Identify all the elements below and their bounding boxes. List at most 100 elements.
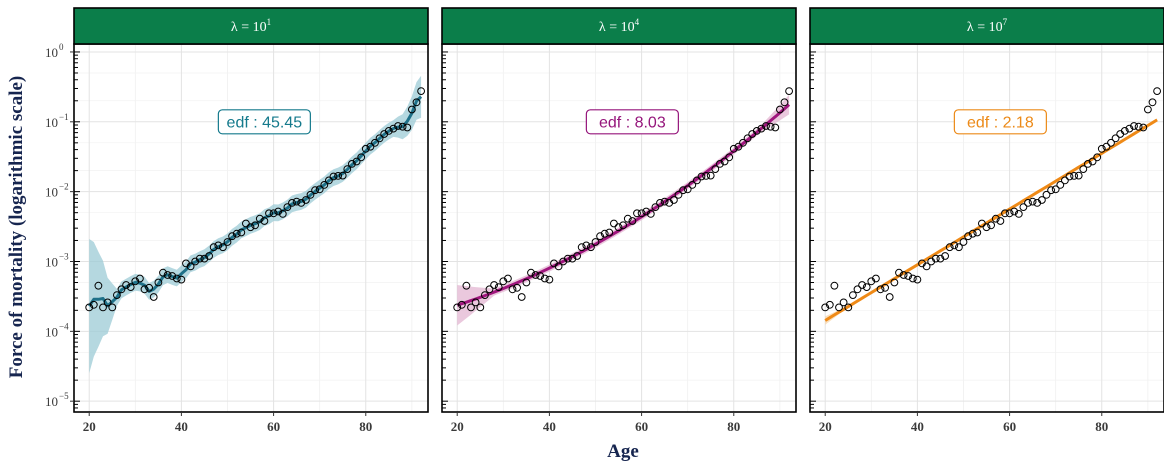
data-point: [858, 281, 866, 289]
data-point: [771, 123, 780, 132]
y-tick-exponent: −1: [59, 112, 69, 122]
facet-strip: [809, 7, 1164, 45]
data-point: [306, 190, 315, 199]
data-point: [315, 185, 324, 194]
x-tick-label: 40: [543, 419, 556, 434]
data-point: [1005, 209, 1014, 218]
data-point: [278, 210, 287, 218]
observed-points: [821, 87, 1161, 312]
facet-strip-label: λ = 104: [599, 17, 640, 35]
data-point: [839, 298, 848, 307]
data-point: [1093, 153, 1102, 162]
data-point: [849, 291, 857, 300]
panel-2: 20 40 60 80 λ = 104 edf : 8.03: [441, 7, 797, 434]
x-tick-label: 20: [451, 419, 464, 434]
data-point: [720, 157, 729, 166]
x-tick-label: 80: [1095, 419, 1108, 434]
data-point: [964, 232, 972, 241]
major-grid: [810, 44, 1164, 412]
strip-exponent: 7: [1003, 17, 1008, 27]
data-point: [251, 221, 260, 230]
data-point: [587, 243, 595, 252]
data-point: [408, 105, 416, 114]
x-tick-label: 60: [267, 419, 280, 434]
data-point: [1153, 87, 1161, 95]
y-tick-exponent: −2: [59, 182, 69, 192]
data-point: [348, 160, 356, 168]
data-point: [85, 303, 94, 312]
data-point: [711, 165, 720, 174]
data-point: [453, 303, 462, 312]
data-point: [862, 283, 871, 292]
data-point: [881, 283, 889, 292]
data-point: [329, 172, 338, 181]
facet-strip-label: λ = 107: [967, 17, 1008, 35]
data-point: [113, 291, 121, 300]
data-point: [398, 122, 407, 131]
data-point: [697, 172, 706, 181]
data-point: [1061, 176, 1069, 185]
data-point: [563, 254, 572, 263]
data-point: [734, 142, 743, 151]
data-point: [729, 144, 738, 153]
y-minor-ticks: [810, 51, 816, 413]
data-point: [545, 275, 554, 284]
data-point: [403, 123, 412, 132]
x-axis: 20 40 60 80: [83, 412, 372, 434]
data-point: [619, 221, 627, 230]
data-point: [656, 199, 664, 207]
data-point: [776, 105, 784, 114]
data-point: [1139, 123, 1148, 132]
data-point: [844, 303, 853, 312]
y-minor-ticks: [74, 51, 80, 413]
data-point: [209, 243, 218, 252]
data-point: [260, 217, 269, 225]
data-point: [140, 285, 149, 294]
data-point: [1014, 210, 1023, 218]
data-point: [1047, 186, 1055, 195]
data-point: [973, 228, 982, 237]
data-point: [168, 272, 177, 280]
data-point: [743, 134, 752, 143]
data-point: [417, 87, 426, 95]
data-point: [922, 262, 931, 271]
data-point: [163, 271, 172, 279]
data-point: [214, 241, 223, 250]
data-point: [371, 138, 379, 147]
data-point: [596, 232, 604, 241]
data-point: [149, 293, 158, 301]
y-tick-label: 10: [45, 185, 58, 200]
y-minor-ticks: [442, 51, 448, 413]
data-point: [159, 268, 167, 277]
data-point: [651, 203, 660, 212]
data-point: [462, 281, 471, 290]
panel-1: 20 40 60 80 λ = 101 edf : 45.45: [73, 7, 429, 434]
y-tick-exponent: −3: [59, 251, 69, 261]
data-point: [757, 124, 766, 133]
data-point: [375, 134, 384, 143]
data-point: [1102, 142, 1111, 151]
data-point: [936, 254, 945, 263]
data-point: [343, 165, 352, 174]
data-point: [716, 160, 724, 168]
data-point: [89, 300, 98, 309]
y-tick-label: 10: [45, 45, 58, 60]
data-point: [508, 285, 517, 294]
data-point: [968, 229, 977, 238]
data-point: [941, 252, 949, 260]
data-point: [872, 274, 880, 283]
data-point: [1024, 199, 1032, 207]
data-point: [674, 190, 683, 199]
y-tick-label: 10: [45, 324, 58, 339]
data-point: [103, 298, 112, 307]
data-point: [1134, 122, 1143, 131]
data-point: [1010, 207, 1019, 216]
data-point: [688, 181, 697, 189]
data-point: [269, 209, 278, 218]
data-point: [628, 217, 637, 225]
data-point: [485, 285, 494, 294]
data-point: [876, 285, 885, 294]
fitted-curve: [87, 95, 423, 308]
x-axis: 20 40 60 80: [451, 412, 740, 434]
